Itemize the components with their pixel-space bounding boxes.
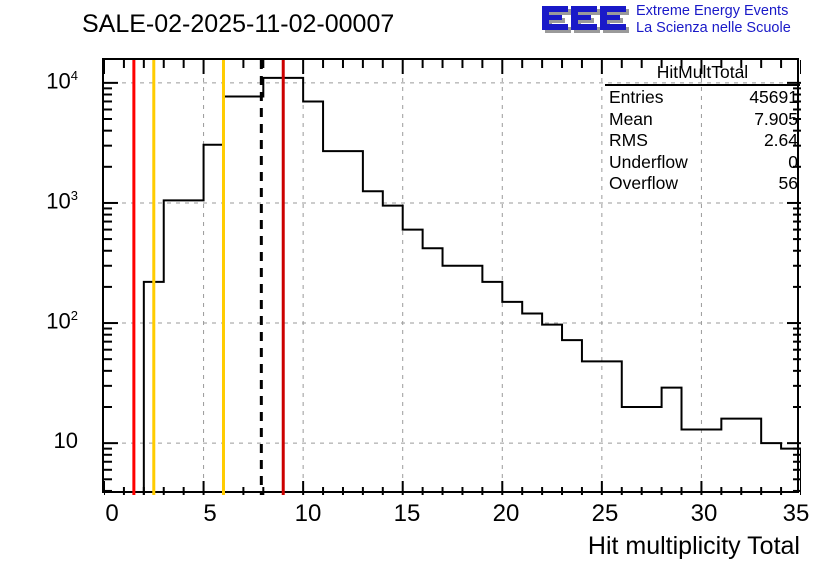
x-tick-label-10: 10 xyxy=(294,500,322,527)
stats-row-entries: Entries 45691 xyxy=(605,87,800,109)
y-tick-label-1e3: 103 xyxy=(46,188,78,214)
y-tick-label-10: 10 xyxy=(53,428,78,453)
histogram-plot xyxy=(104,60,801,495)
stats-box-title: HitMultTotal xyxy=(605,62,800,86)
stats-row-overflow: Overflow 56 xyxy=(605,173,800,195)
plot-frame xyxy=(102,58,801,495)
eee-logo-mark-icon xyxy=(542,6,629,33)
logo-line-1: Extreme Energy Events xyxy=(636,3,789,19)
axis-ticks xyxy=(104,60,801,495)
stats-value-underflow: 0 xyxy=(788,151,798,172)
stats-row-underflow: Underflow 0 xyxy=(605,152,800,174)
stats-row-rms: RMS 2.64 xyxy=(605,130,800,152)
x-tick-label-15: 15 xyxy=(393,500,421,527)
stats-box: HitMultTotal Entries 45691 Mean 7.905 RM… xyxy=(605,62,800,195)
stats-row-mean: Mean 7.905 xyxy=(605,109,800,131)
stats-value-overflow: 56 xyxy=(778,173,798,193)
stats-value-rms: 2.64 xyxy=(763,130,798,150)
x-axis-title: Hit multiplicity Total xyxy=(587,532,800,560)
stats-value-mean: 7.905 xyxy=(754,108,798,129)
stats-key-rms: RMS xyxy=(609,130,648,150)
stats-value-entries: 45691 xyxy=(749,87,798,107)
stats-key-underflow: Underflow xyxy=(609,151,688,172)
logo-line-2: La Scienza nelle Scuole xyxy=(636,20,791,36)
grid-lines xyxy=(104,60,801,495)
x-tick-label-30: 30 xyxy=(690,500,718,527)
y-tick-label-1e4: 104 xyxy=(46,68,78,94)
x-tick-label-5: 5 xyxy=(203,500,217,527)
x-tick-label-25: 25 xyxy=(591,500,619,527)
eee-logo: Extreme Energy Events La Scienza nelle S… xyxy=(540,2,836,42)
x-tick-label-35: 35 xyxy=(782,500,810,527)
histogram-outline xyxy=(142,76,801,495)
stats-key-entries: Entries xyxy=(609,87,664,107)
y-tick-label-1e2: 102 xyxy=(46,308,78,334)
stats-key-overflow: Overflow xyxy=(609,173,679,193)
page-title: SALE-02-2025-11-02-00007 xyxy=(82,10,395,38)
x-tick-label-0: 0 xyxy=(105,500,119,527)
eee-logo-text: Extreme Energy Events La Scienza nelle S… xyxy=(636,3,791,37)
x-tick-label-20: 20 xyxy=(492,500,520,527)
stats-key-mean: Mean xyxy=(609,108,653,129)
